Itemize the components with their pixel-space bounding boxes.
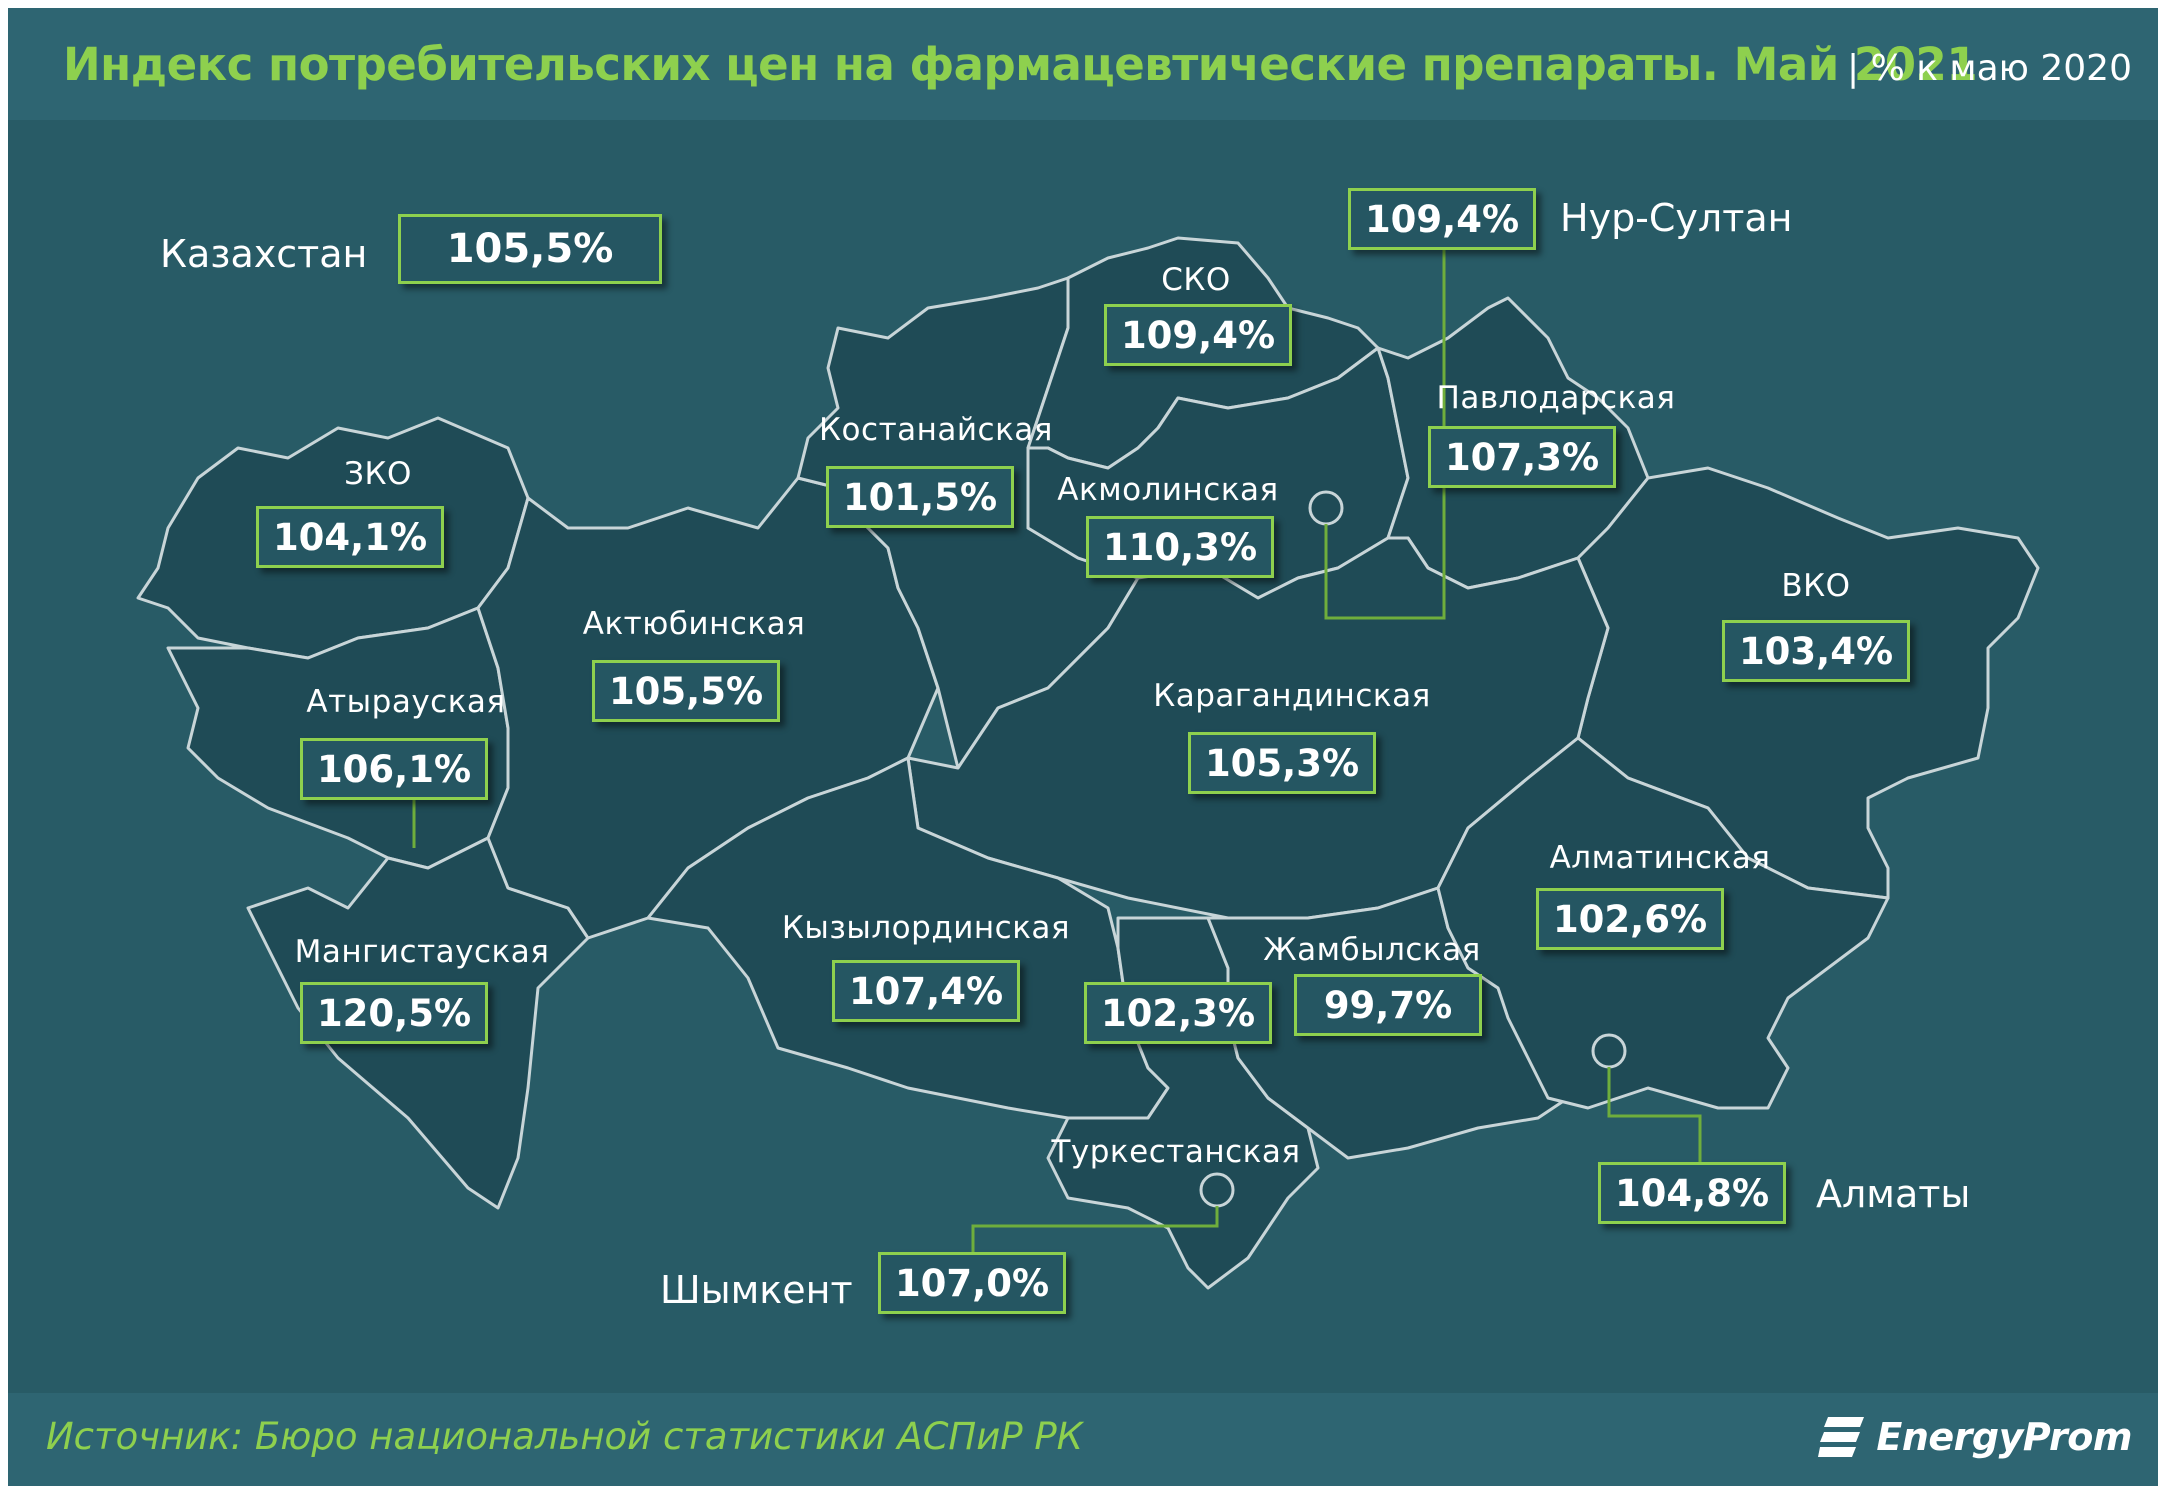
region-kostanay-label: Костанайская: [819, 412, 1053, 448]
city-almaty-label: Алматы: [1816, 1172, 1971, 1216]
region-aktobe-value-box: 105,5%: [592, 660, 780, 722]
shymkent-leader-line: [971, 1206, 1219, 1253]
city-nur-sultan-label: Нур-Султан: [1560, 196, 1793, 240]
region-zhambyl-value-box: 99,7%: [1294, 974, 1482, 1036]
region-atyrau-label: Атырауская: [306, 684, 506, 720]
infographic-frame: Индекс потребительских цен на фармацевти…: [8, 8, 2158, 1486]
region-sko-label: СКО: [1161, 262, 1231, 298]
region-sko-value-box: 109,4%: [1104, 304, 1292, 366]
page-subtitle: | % к маю 2020: [1847, 48, 2132, 89]
region-kyzylorda-label: Кызылординская: [781, 910, 1071, 946]
kazakhstan-value-box: 105,5%: [398, 214, 662, 284]
region-atyrau-value-box: 106,1%: [300, 738, 488, 800]
region-akmola-label: Акмолинская: [1057, 472, 1279, 508]
almaty-leader-line: [1607, 1067, 1702, 1163]
region-pavlodar-label: Павлодарская: [1436, 380, 1676, 416]
title-bar: Индекс потребительских цен на фармацевти…: [8, 8, 2158, 120]
region-mangystau-value-box: 120,5%: [300, 982, 488, 1044]
region-aktobe-label: Актюбинская: [582, 606, 806, 642]
page-title: Индекс потребительских цен на фармацевти…: [63, 38, 1978, 91]
footer: Источник: Бюро национальной статистики А…: [8, 1393, 2158, 1486]
energyprom-logo: EnergyProm: [1818, 1407, 2132, 1467]
region-vko-value-box: 103,4%: [1722, 620, 1910, 682]
region-almaty-value-box: 102,6%: [1536, 888, 1724, 950]
city-almaty-value-box: 104,8%: [1598, 1162, 1786, 1224]
region-akmola-value-box: 110,3%: [1086, 516, 1274, 578]
region-karaganda-label: Карагандинская: [1153, 678, 1431, 714]
region-zko-label: ЗКО: [344, 456, 412, 492]
region-zko-value-box: 104,1%: [256, 506, 444, 568]
region-zhambyl-label: Жамбылская: [1263, 932, 1481, 968]
region-mangystau-label: Мангистауская: [294, 934, 550, 970]
region-turkestan-label: Туркестанская: [1051, 1134, 1301, 1170]
region-turkestan-value-box: 102,3%: [1084, 982, 1272, 1044]
region-karaganda-value-box: 105,3%: [1188, 732, 1376, 794]
region-kyzylorda-value-box: 107,4%: [832, 960, 1020, 1022]
city-shymkent-label: Шымкент: [660, 1268, 853, 1312]
kazakhstan-label: Казахстан: [160, 232, 368, 276]
energyprom-logo-icon: [1818, 1417, 1865, 1457]
source-note: Источник: Бюро национальной статистики А…: [46, 1415, 1083, 1458]
region-pavlodar-value-box: 107,3%: [1428, 426, 1616, 488]
city-shymkent-value-box: 107,0%: [878, 1252, 1066, 1314]
region-kostanay-value-box: 101,5%: [826, 466, 1014, 528]
region-vko-label: ВКО: [1781, 568, 1851, 604]
logo-text: EnergyProm: [1876, 1415, 2132, 1459]
region-almaty-label: Алматинская: [1549, 840, 1771, 876]
city-nur-sultan-value-box: 109,4%: [1348, 188, 1536, 250]
